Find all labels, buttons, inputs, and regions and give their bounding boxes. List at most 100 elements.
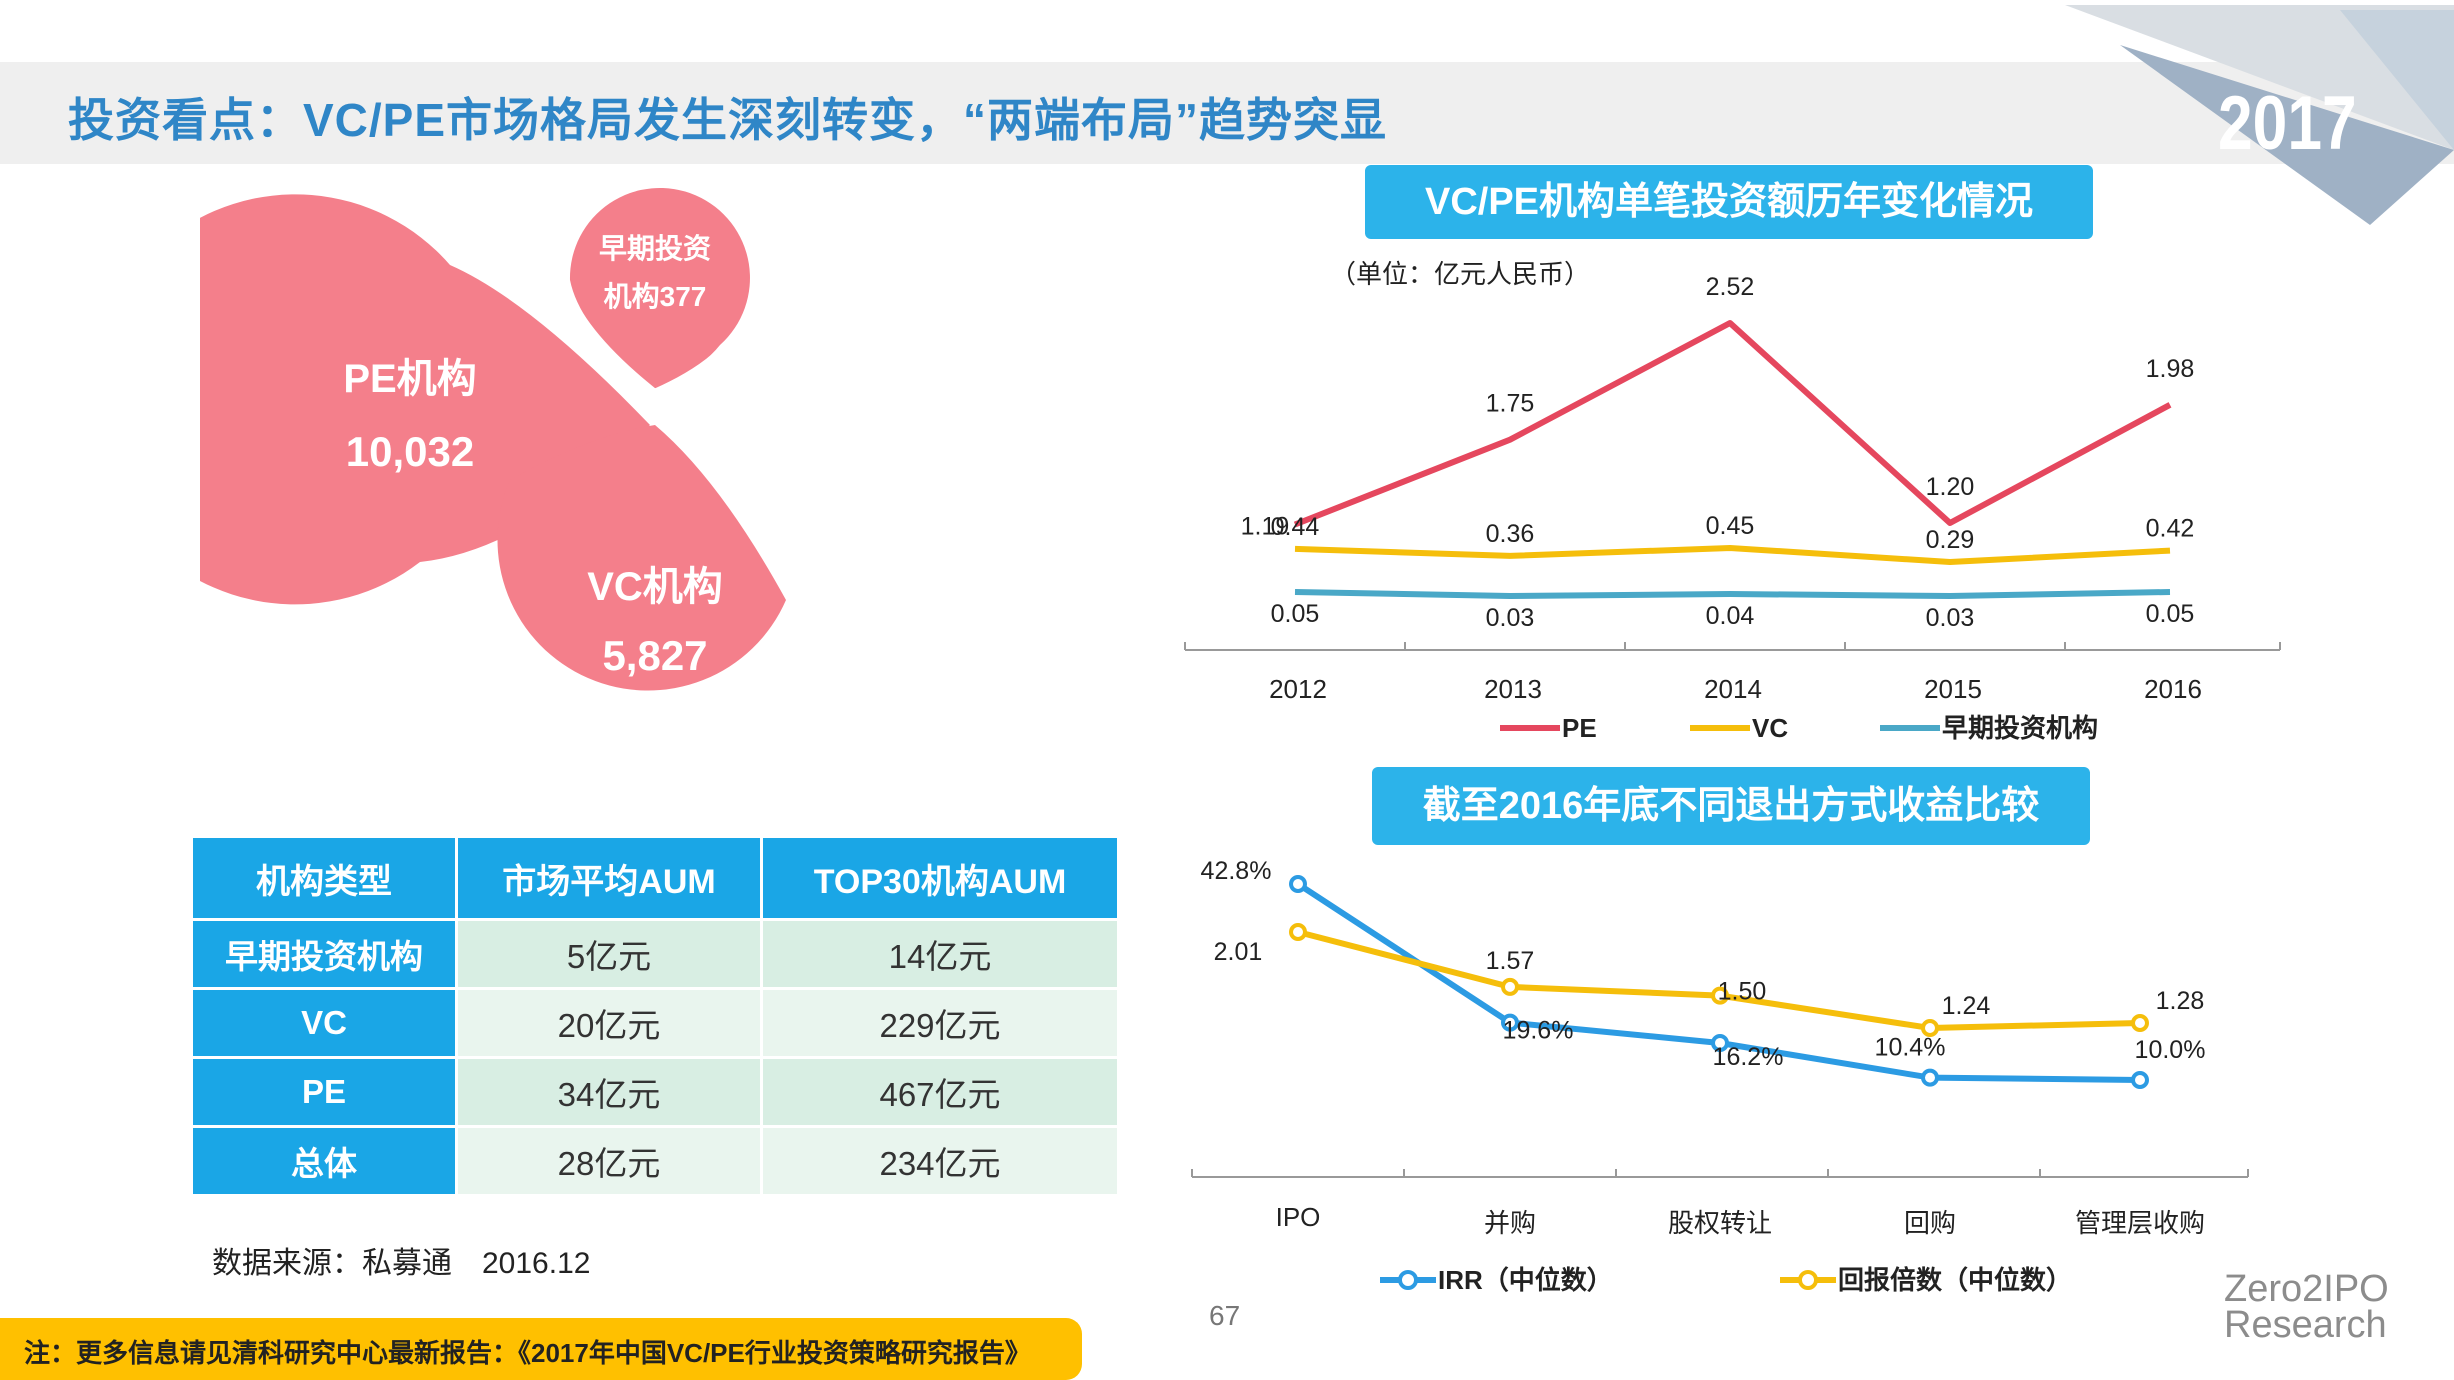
table-row: 早期投资机构 5亿元 14亿元 [193, 921, 1117, 987]
chart2-point-irr [1501, 1013, 1519, 1032]
aum-row-avg: 28亿元 [458, 1128, 760, 1194]
corner-triangle-dark [2120, 45, 2454, 225]
chart2-data-label-multiple: 1.57 [1486, 947, 1535, 975]
chart2-data-label-irr: 10.0% [2135, 1036, 2206, 1064]
chart2-point-irr [1921, 1068, 1939, 1087]
chart1-unit-note: （单位：亿元人民币） [1330, 259, 1591, 289]
brand-logo-line1: Zero2IPO [2224, 1268, 2389, 1310]
early-bubble [569, 187, 750, 390]
chart2-point-multiple [1289, 923, 1307, 941]
aum-row-type: 总体 [193, 1128, 455, 1194]
chart1-data-label-pe: 1.20 [1926, 473, 1975, 501]
title-bar [0, 62, 2454, 164]
aum-row-type: VC [193, 990, 455, 1056]
chart1-data-label-early: 0.03 [1926, 604, 1975, 632]
table-row: 总体 28亿元 234亿元 [193, 1128, 1117, 1194]
aum-row-top30: 467亿元 [763, 1059, 1117, 1125]
chart2-title: 截至2016年底不同退出方式收益比较 [1372, 767, 2090, 845]
aum-header-row: 机构类型 市场平均AUM TOP30机构AUM [193, 838, 1117, 918]
chart1-x-label: 2015 [1924, 674, 1982, 704]
pe-bubble-label: PE机构 [343, 357, 476, 401]
page-number: 67 [1209, 1300, 1241, 1331]
chart2-data-label-multiple: 1.50 [1718, 978, 1767, 1006]
chart1-data-label-pe: 1.75 [1486, 390, 1535, 418]
aum-row-avg: 5亿元 [458, 921, 760, 987]
data-source: 数据来源：私募通 2016.12 [212, 1247, 591, 1280]
chart2-x-label: 并购 [1484, 1208, 1536, 1238]
chart1-x-label: 2016 [2144, 674, 2202, 704]
chart1-legend-label-early: 早期投资机构 [1942, 713, 2098, 743]
chart2-point-multiple [2131, 1014, 2149, 1033]
chart1-data-label-early: 0.04 [1706, 602, 1755, 630]
aum-row-top30: 234亿元 [763, 1128, 1117, 1194]
chart2-point-multiple [1711, 986, 1729, 1005]
chart1-x-label: 2012 [1269, 674, 1327, 704]
exit-return-chart: IPO 并购 股权转让 回购 管理层收购 42.8% 19.6% 16.2% 10.4% 10.0… [1191, 857, 2249, 1295]
aum-table: 机构类型 市场平均AUM TOP30机构AUM 早期投资机构 5亿元 14亿元 … [190, 835, 1120, 1197]
chart1-data-label-vc: 0.45 [1706, 512, 1755, 540]
chart1-series-vc-line [1294, 545, 2171, 565]
corner-decoration [2065, 5, 2454, 225]
aum-header-avg: 市场平均AUM [458, 838, 760, 918]
chart2-data-label-irr: 10.4% [1875, 1034, 1946, 1062]
corner-triangle-light [2065, 5, 2454, 150]
vc-bubble-value: 5,827 [602, 632, 707, 679]
aum-header-type: 机构类型 [193, 838, 455, 918]
chart2-point-irr [1711, 1033, 1729, 1052]
chart2-data-label-multiple: 2.01 [1214, 938, 1263, 966]
chart2-data-label-irr: 42.8% [1201, 857, 1272, 885]
chart1-data-label-early: 0.05 [2146, 600, 2195, 628]
chart2-data-label-multiple: 1.28 [2156, 987, 2205, 1015]
chart2-point-irr [1289, 875, 1307, 893]
footnote-bar [0, 1318, 1082, 1380]
early-bubble-label1: 早期投资 [599, 233, 711, 264]
chart1-series-pe-line [1293, 320, 2172, 528]
corner-triangle-mid [2340, 10, 2454, 150]
chart1-data-label-pe: 1.98 [2146, 355, 2195, 383]
aum-row-top30: 14亿元 [763, 921, 1117, 987]
aum-row-type: 早期投资机构 [193, 921, 455, 987]
chart1-x-label: 2013 [1484, 674, 1542, 704]
chart1-data-label-pe: 1.19 [1241, 513, 1290, 541]
chart2-x-label: IPO [1276, 1202, 1321, 1232]
chart2-legend-marker-multiple [1798, 1270, 1818, 1290]
chart1-data-label-vc: 0.44 [1271, 513, 1320, 541]
chart2-data-label-irr: 16.2% [1713, 1043, 1784, 1071]
early-bubble-outline [564, 180, 756, 392]
chart2-x-label: 回购 [1904, 1208, 1956, 1238]
footnote-text: 注：更多信息请见清科研究中心最新报告：《2017年中国VC/PE行业投资策略研究… [24, 1338, 1031, 1368]
vc-bubble-label: VC机构 [587, 565, 723, 609]
early-bubble-label2: 机构377 [604, 281, 707, 312]
chart2-point-multiple [1501, 977, 1519, 996]
chart2-x-label: 管理层收购 [2075, 1208, 2205, 1238]
table-row: PE 34亿元 467亿元 [193, 1059, 1117, 1125]
chart1-data-label-early: 0.05 [1271, 600, 1320, 628]
vc-bubble [497, 425, 786, 691]
brand-logo-line2: Research [2224, 1304, 2387, 1346]
aum-row-avg: 34亿元 [458, 1059, 760, 1125]
investment-size-chart: 2012 2013 2014 2015 2016 1.19 1.75 2.52 1.20 1.98… [1184, 273, 2281, 743]
chart1-data-label-early: 0.03 [1486, 604, 1535, 632]
chart1-legend-label-vc: VC [1752, 713, 1788, 743]
aum-header-top30: TOP30机构AUM [763, 838, 1117, 918]
aum-row-type: PE [193, 1059, 455, 1125]
chart1-data-label-pe: 2.52 [1706, 273, 1755, 301]
page-title: 投资看点：VC/PE市场格局发生深刻转变，“两端布局”趋势突显 [68, 94, 1388, 146]
chart2-data-label-multiple: 1.24 [1942, 992, 1991, 1020]
chart2-legend-label-irr: IRR（中位数） [1438, 1265, 1613, 1295]
chart2-point-irr [2131, 1071, 2149, 1089]
chart2-legend-marker-irr [1398, 1270, 1418, 1290]
chart1-title: VC/PE机构单笔投资额历年变化情况 [1365, 165, 2093, 239]
aum-row-avg: 20亿元 [458, 990, 760, 1056]
institution-bubbles: PE机构 10,032 VC机构 5,827 早期投资 机构377 [200, 180, 786, 691]
table-row: VC 20亿元 229亿元 [193, 990, 1117, 1056]
pe-bubble-value: 10,032 [346, 428, 474, 475]
chart1-data-label-vc: 0.29 [1926, 526, 1975, 554]
chart1-data-label-vc: 0.42 [2146, 515, 2195, 543]
chart2-x-label: 股权转让 [1668, 1208, 1772, 1238]
chart2-data-label-irr: 19.6% [1503, 1017, 1574, 1045]
chart1-x-label: 2014 [1704, 674, 1762, 704]
chart1-data-label-vc: 0.36 [1486, 520, 1535, 548]
chart2-point-multiple [1921, 1019, 1939, 1037]
year-badge: 2017 [2218, 81, 2357, 166]
